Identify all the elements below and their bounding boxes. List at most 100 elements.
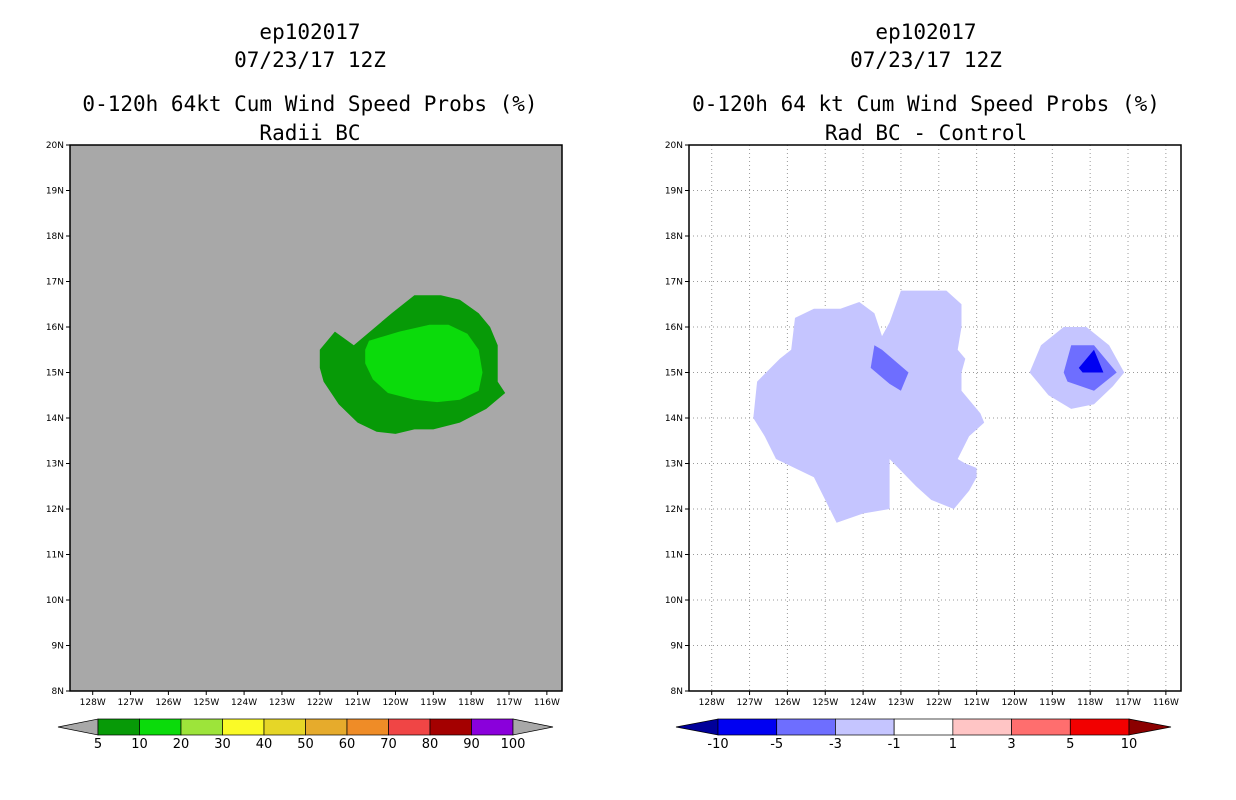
right-xtick-label-126W: 126W [774,698,800,708]
left-colorbar-high-end [512,718,554,736]
right-colorbar-label-0: -10 [707,737,728,752]
left-xtick-label-127W: 127W [118,698,144,708]
left-colorbar-box-9 [471,718,514,736]
right-xtick-label-117W: 117W [1115,698,1141,708]
right-xtick-label-120W: 120W [1001,698,1027,708]
right-colorbar-label-7: 10 [1121,737,1138,752]
right-xtick-label-119W: 119W [1039,698,1065,708]
left-ytick-label-8N: 8N [52,687,64,697]
left-ytick-label-18N: 18N [46,232,64,242]
right-colorbar-high-end [1128,718,1172,736]
right-ytick-label-17N: 17N [665,278,683,288]
left-colorbar-box-8 [429,718,472,736]
right-colorbar-low-end [675,718,719,736]
right-xtick-label-124W: 124W [850,698,876,708]
left-colorbar-box-6 [346,718,389,736]
right-colorbar-label-3: -1 [888,737,901,752]
right-subtitle: Rad BC - Control [824,121,1028,145]
left-colorbar-label-3: 30 [214,737,231,752]
left-colorbar-box-0 [97,718,140,736]
left-ytick-label-11N: 11N [46,551,64,561]
left-storm-id: ep102017 [259,20,361,44]
left-xtick-label-119W: 119W [420,698,446,708]
left-xtick-label-122W: 122W [307,698,333,708]
left-colorbar-box-1 [139,718,182,736]
left-date: 07/23/17 12Z [234,48,386,72]
right-contour-4 [1078,349,1104,373]
left-ytick-label-9N: 9N [52,642,64,652]
left-xtick-label-124W: 124W [231,698,257,708]
left-xtick-label-128W: 128W [80,698,106,708]
left-xtick-label-126W: 126W [155,698,181,708]
right-ytick-label-12N: 12N [665,505,683,515]
right-contour-1 [870,345,909,391]
left-colorbar-label-2: 20 [173,737,190,752]
left-plot-area [70,145,562,691]
left-xtick-label-125W: 125W [193,698,219,708]
left-ytick-label-16N: 16N [46,323,64,333]
right-colorbar-label-1: -5 [770,737,783,752]
right-ytick-label-10N: 10N [665,596,683,606]
right-xtick-label-116W: 116W [1153,698,1179,708]
right-colorbar-box-4 [952,718,1012,736]
right-title: 0-120h 64 kt Cum Wind Speed Probs (%) [692,92,1160,116]
right-storm-id: ep102017 [875,20,977,44]
right-colorbar-label-4: 1 [949,737,957,752]
right-colorbar-box-3 [893,718,954,736]
left-colorbar-label-4: 40 [256,737,273,752]
left-subtitle: Radii BC [259,121,361,145]
right-xtick-label-128W: 128W [699,698,725,708]
right-ytick-label-9N: 9N [671,642,683,652]
left-xtick-label-123W: 123W [269,698,295,708]
right-colorbar-box-1 [776,718,836,736]
right-date: 07/23/17 12Z [850,48,1002,72]
right-xtick-label-125W: 125W [812,698,838,708]
left-colorbar-box-2 [180,718,223,736]
left-colorbar-label-1: 10 [131,737,148,752]
right-xtick-label-127W: 127W [737,698,763,708]
left-colorbar-label-0: 5 [94,737,102,752]
right-ytick-label-8N: 8N [671,687,683,697]
left-ytick-label-12N: 12N [46,505,64,515]
right-contour-0 [753,290,985,523]
left-xtick-label-120W: 120W [382,698,408,708]
right-ytick-label-15N: 15N [665,369,683,379]
right-ytick-label-20N: 20N [665,141,683,151]
right-colorbar-label-2: -3 [829,737,842,752]
right-xtick-label-122W: 122W [926,698,952,708]
left-ytick-label-20N: 20N [46,141,64,151]
right-xtick-label-121W: 121W [964,698,990,708]
left-colorbar-box-3 [222,718,265,736]
right-colorbar-label-6: 5 [1066,737,1074,752]
left-ytick-label-14N: 14N [46,414,64,424]
left-ytick-label-10N: 10N [46,596,64,606]
right-ytick-label-13N: 13N [665,460,683,470]
left-colorbar-low-end [57,718,99,736]
right-ytick-label-18N: 18N [665,232,683,242]
left-colorbar-label-8: 80 [422,737,439,752]
left-colorbar-label-6: 60 [339,737,356,752]
left-xtick-label-118W: 118W [458,698,484,708]
left-colorbar-box-7 [388,718,431,736]
left-xtick-label-116W: 116W [534,698,560,708]
left-ytick-label-13N: 13N [46,460,64,470]
left-colorbar-label-5: 50 [297,737,314,752]
right-colorbar-box-5 [1011,718,1071,736]
right-colorbar-box-6 [1069,718,1130,736]
right-colorbar-box-0 [717,718,778,736]
left-ytick-label-15N: 15N [46,369,64,379]
left-ytick-label-17N: 17N [46,278,64,288]
left-ytick-label-19N: 19N [46,187,64,197]
left-contour-1 [365,324,483,403]
left-colorbar-label-9: 90 [463,737,480,752]
right-xtick-label-118W: 118W [1077,698,1103,708]
left-xtick-label-117W: 117W [496,698,522,708]
right-ytick-label-19N: 19N [665,187,683,197]
right-ytick-label-11N: 11N [665,551,683,561]
right-ytick-label-16N: 16N [665,323,683,333]
right-xtick-label-123W: 123W [888,698,914,708]
right-colorbar-box-2 [835,718,895,736]
right-ytick-label-14N: 14N [665,414,683,424]
left-colorbar-box-5 [305,718,348,736]
